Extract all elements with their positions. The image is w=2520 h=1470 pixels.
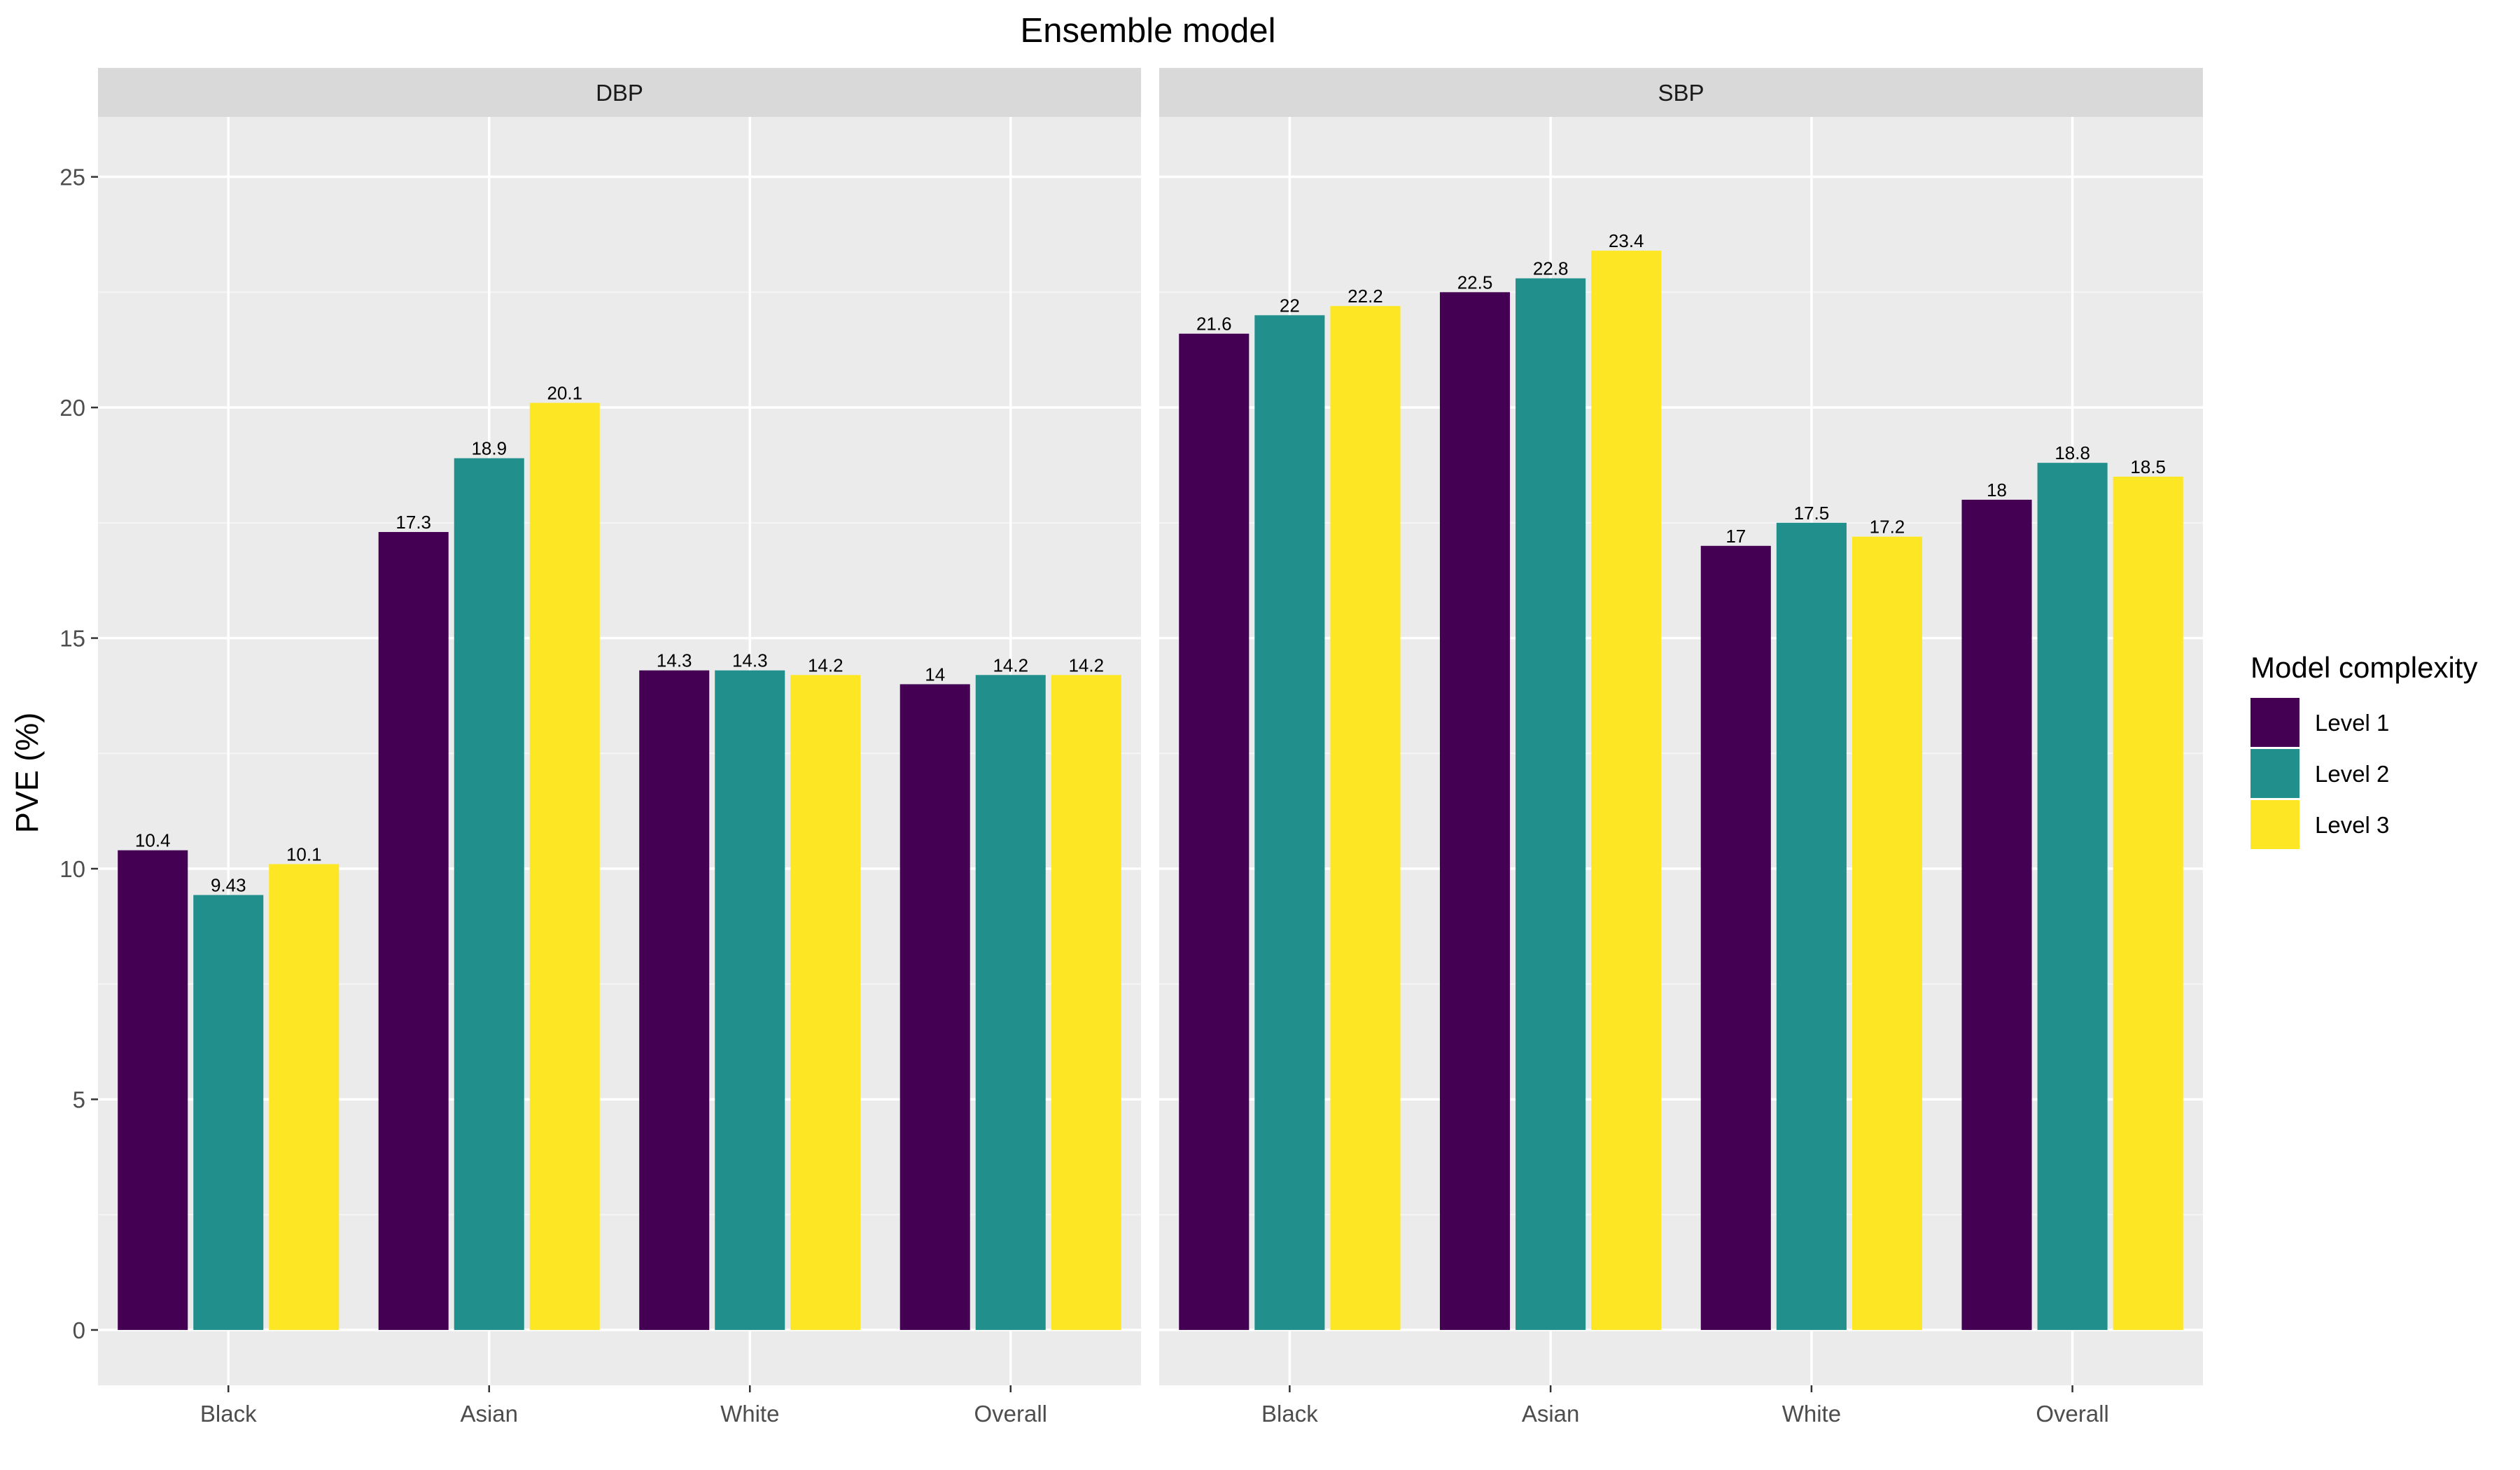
facet-strip-label: DBP	[596, 80, 643, 106]
bar-value-label: 14.2	[808, 654, 844, 676]
bar-value-label: 22.8	[1533, 258, 1569, 279]
bar-dbp-black-level-1	[118, 850, 188, 1330]
bar-dbp-white-level-1	[639, 670, 710, 1330]
bar-dbp-black-level-2	[193, 895, 264, 1330]
y-axis-title: PVE (%)	[9, 713, 45, 834]
bar-value-label: 22.5	[1457, 272, 1493, 293]
bar-value-label: 14.3	[732, 650, 768, 671]
bar-dbp-white-level-3	[790, 675, 861, 1330]
bar-dbp-black-level-3	[269, 864, 340, 1330]
bar-value-label: 14.2	[1068, 654, 1104, 676]
bar-value-label: 18.5	[2130, 456, 2166, 477]
bar-value-label: 14.3	[657, 650, 692, 671]
bar-sbp-overall-level-2	[2037, 463, 2108, 1330]
bar-sbp-asian-level-3	[1591, 251, 1662, 1330]
x-tick-label: Asian	[1522, 1401, 1580, 1427]
y-tick-label: 15	[59, 626, 85, 652]
legend-key-level-3	[2250, 800, 2300, 849]
bar-value-label: 17	[1726, 526, 1746, 547]
legend-title: Model complexity	[2250, 651, 2477, 684]
x-tick-label: Overall	[974, 1401, 1047, 1427]
panel-sbp: SBP 21.6 22.5 17 18 22 22.8 17.5 18.8 22.2 23.4 17.…	[1159, 68, 2203, 1427]
x-tick-label: Asian	[460, 1401, 518, 1427]
x-tick-label: White	[1782, 1401, 1841, 1427]
bar-sbp-asian-level-2	[1516, 278, 1586, 1330]
bar-value-label: 21.6	[1196, 314, 1232, 335]
bar-sbp-overall-level-1	[1961, 499, 2032, 1330]
bar-dbp-asian-level-3	[529, 402, 600, 1330]
bar-dbp-asian-level-1	[378, 532, 449, 1330]
bar-dbp-overall-level-1	[899, 684, 970, 1330]
panel-dbp: DBP 10.4 17.3 14.3 14 9.43 18.9 14.3 14.2 10.1 20.…	[98, 68, 1141, 1427]
bar-value-label: 18	[1987, 479, 2007, 500]
bar-value-label: 18.8	[2054, 442, 2090, 463]
chart-title: Ensemble model	[1021, 12, 1276, 50]
bar-sbp-black-level-2	[1254, 315, 1325, 1330]
x-tick-label: Black	[1261, 1401, 1318, 1427]
facet-strip	[98, 68, 1141, 117]
y-tick-label: 10	[59, 856, 85, 882]
facet-strip	[1159, 68, 2203, 117]
legend-label: Level 1	[2315, 710, 2389, 736]
facet-strip-label: SBP	[1658, 80, 1704, 106]
bar-value-label: 14.2	[993, 654, 1028, 676]
legend-label: Level 3	[2315, 812, 2389, 838]
bar-sbp-overall-level-3	[2113, 476, 2183, 1330]
legend-key-level-1	[2250, 698, 2300, 747]
bar-dbp-white-level-2	[715, 670, 785, 1330]
x-tick-label: White	[720, 1401, 779, 1427]
bar-sbp-black-level-3	[1330, 306, 1401, 1330]
legend-key-level-2	[2250, 749, 2300, 798]
bar-dbp-asian-level-2	[454, 458, 524, 1330]
y-axis: 0 5 10 15 20 25	[59, 164, 98, 1343]
bar-value-label: 18.9	[471, 438, 507, 459]
x-tick-label: Black	[200, 1401, 257, 1427]
y-tick-label: 25	[59, 164, 85, 190]
bar-value-label: 23.4	[1609, 230, 1644, 251]
bar-value-label: 14	[925, 664, 945, 685]
bar-dbp-overall-level-3	[1051, 675, 1121, 1330]
bar-sbp-white-level-2	[1776, 522, 1847, 1330]
y-tick-label: 0	[73, 1317, 85, 1343]
bar-value-label: 17.2	[1870, 517, 1905, 538]
bar-value-label: 20.1	[547, 383, 582, 404]
bar-sbp-black-level-1	[1179, 333, 1250, 1330]
bar-dbp-overall-level-2	[975, 675, 1046, 1330]
bar-value-label: 17.5	[1794, 503, 1830, 524]
facet-panels: DBP 10.4 17.3 14.3 14 9.43 18.9 14.3 14.2 10.1 20.…	[59, 68, 2203, 1427]
legend: Model complexity Level 1 Level 2 Level 3	[2250, 651, 2477, 849]
y-tick-label: 20	[59, 395, 85, 421]
bar-value-label: 17.3	[396, 512, 431, 533]
bar-sbp-white-level-3	[1851, 536, 1923, 1330]
bar-value-label: 22	[1280, 295, 1300, 316]
x-tick-label: Overall	[2036, 1401, 2109, 1427]
bar-sbp-asian-level-1	[1439, 292, 1511, 1330]
bar-value-label: 22.2	[1348, 286, 1383, 307]
y-tick-label: 5	[73, 1086, 85, 1112]
bar-value-label: 10.1	[286, 844, 322, 864]
bar-value-label: 10.4	[135, 830, 171, 851]
bar-sbp-white-level-1	[1700, 545, 1771, 1330]
legend-label: Level 2	[2315, 761, 2389, 787]
bar-value-label: 9.43	[211, 875, 246, 896]
